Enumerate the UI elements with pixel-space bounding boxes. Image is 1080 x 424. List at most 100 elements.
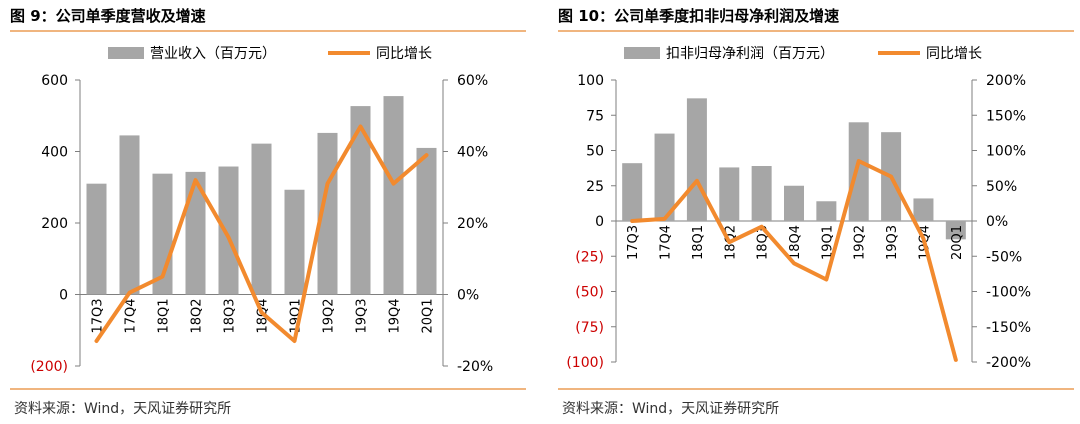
y-left-tick-label: 600 bbox=[41, 73, 68, 89]
bar-17Q3 bbox=[622, 163, 643, 221]
source-note: 资料来源：Wind，天风证券研究所 bbox=[14, 401, 232, 417]
legend: 营业收入（百万元） 同比增长 bbox=[108, 46, 432, 62]
source-note: 资料来源：Wind，天风证券研究所 bbox=[562, 401, 780, 417]
y-left-tick-label: 75 bbox=[586, 108, 604, 124]
growth-point-20Q1 bbox=[954, 358, 958, 362]
y-right-tick-label: 60% bbox=[457, 73, 488, 89]
y-left-tick-label: 50 bbox=[586, 144, 604, 160]
legend-line-label: 同比增长 bbox=[376, 46, 432, 62]
revenue-chart: 营业收入（百万元） 同比增长 (200) 0 200 400 600 -20% 0% 20% 40%… bbox=[30, 46, 493, 375]
growth-point-17Q3 bbox=[95, 339, 98, 343]
growth-point-18Q4 bbox=[260, 310, 263, 314]
growth-point-18Q4 bbox=[792, 261, 796, 265]
category-label: 19Q3 bbox=[355, 299, 370, 334]
y-left-tick-label: (25) bbox=[575, 249, 604, 265]
growth-point-17Q4 bbox=[128, 291, 131, 295]
growth-point-18Q2 bbox=[727, 240, 731, 244]
growth-point-19Q3 bbox=[359, 124, 362, 128]
legend-bar-swatch bbox=[624, 47, 660, 59]
category-label: 18Q1 bbox=[691, 225, 706, 260]
growth-point-18Q2 bbox=[194, 178, 197, 182]
y-right-tick-label: -100% bbox=[986, 285, 1031, 301]
category-label: 17Q3 bbox=[626, 225, 641, 260]
legend-bar-label: 营业收入（百万元） bbox=[150, 46, 276, 62]
growth-point-19Q2 bbox=[326, 182, 329, 186]
title-divider bbox=[558, 30, 1074, 32]
bar-20Q1 bbox=[945, 221, 966, 240]
source-divider bbox=[10, 388, 526, 390]
category-label: 19Q2 bbox=[853, 225, 868, 260]
category-label: 19Q1 bbox=[820, 225, 835, 260]
bar-18Q4 bbox=[784, 185, 804, 221]
growth-point-20Q1 bbox=[425, 153, 428, 157]
legend-line-label: 同比增长 bbox=[926, 46, 982, 62]
y-right-tick-label: 40% bbox=[457, 145, 488, 161]
growth-point-17Q4 bbox=[663, 217, 667, 221]
profit-chart: 扣非归母净利润（百万元） 同比增长 (100) (75) (50) (25) 0 25 50 75… bbox=[566, 45, 1031, 371]
source-divider bbox=[558, 388, 1074, 390]
category-label: 19Q3 bbox=[885, 225, 900, 260]
y-left-tick-label: 100 bbox=[577, 73, 604, 89]
legend: 扣非归母净利润（百万元） 同比增长 bbox=[624, 45, 982, 62]
bar-19Q1 bbox=[816, 201, 837, 221]
growth-point-19Q1 bbox=[824, 278, 828, 282]
category-label: 17Q4 bbox=[124, 299, 139, 334]
bar-18Q4 bbox=[251, 143, 272, 295]
y-left-tick-label: (50) bbox=[575, 285, 604, 301]
y-left-tick-label: (100) bbox=[566, 355, 604, 371]
growth-point-18Q1 bbox=[161, 275, 164, 279]
title-divider bbox=[10, 30, 526, 32]
y-right-tick-label: -200% bbox=[986, 355, 1031, 371]
bar-18Q1 bbox=[686, 98, 707, 221]
growth-point-19Q4 bbox=[921, 237, 925, 241]
y-right-tick-label: 20% bbox=[457, 216, 488, 232]
bar-18Q3 bbox=[751, 166, 772, 221]
category-label: 18Q4 bbox=[788, 225, 803, 260]
y-left-tick-label: 0 bbox=[595, 214, 604, 230]
y-left-tick-label: 200 bbox=[41, 216, 68, 232]
bar-18Q3 bbox=[218, 166, 239, 295]
category-label: 18Q2 bbox=[190, 299, 205, 334]
growth-point-19Q4 bbox=[392, 182, 395, 186]
y-right-tick-label: 50% bbox=[986, 179, 1017, 195]
category-label: 19Q4 bbox=[388, 299, 403, 334]
growth-point-19Q3 bbox=[889, 175, 893, 179]
bar-18Q2 bbox=[719, 167, 740, 221]
y-right-tick-label: 0% bbox=[457, 288, 479, 304]
category-label: 20Q1 bbox=[950, 225, 965, 260]
y-left-tick-label: (75) bbox=[575, 320, 604, 336]
category-label: 18Q3 bbox=[223, 299, 238, 334]
y-left-tick-label: 25 bbox=[586, 179, 604, 195]
bar-19Q2 bbox=[848, 122, 869, 221]
chart-panel-profit: 图 10：公司单季度扣非归母净利润及增速 扣非归母净利润（百万元） 同比增长 (10… bbox=[548, 0, 1080, 424]
figure-title: 图 9：公司单季度营收及增速 bbox=[10, 7, 206, 25]
category-label: 20Q1 bbox=[421, 299, 436, 334]
y-right-tick-label: -20% bbox=[457, 359, 493, 375]
bar-17Q4 bbox=[654, 133, 675, 221]
growth-point-18Q1 bbox=[695, 179, 699, 183]
growth-point-19Q1 bbox=[293, 339, 296, 343]
y-right-tick-label: 0% bbox=[986, 214, 1008, 230]
bar-19Q4 bbox=[913, 198, 934, 221]
category-label: 19Q2 bbox=[322, 299, 337, 334]
y-left-tick-label: (200) bbox=[30, 359, 68, 375]
category-label: 18Q1 bbox=[157, 299, 172, 334]
bar-19Q4 bbox=[383, 96, 404, 295]
bar-19Q3 bbox=[350, 106, 371, 295]
y-right-tick-label: 200% bbox=[986, 73, 1026, 89]
y-right-tick-label: -50% bbox=[986, 249, 1022, 265]
y-right-tick-label: -150% bbox=[986, 320, 1031, 336]
figure-title: 图 10：公司单季度扣非归母净利润及增速 bbox=[558, 7, 840, 25]
category-label: 17Q4 bbox=[659, 225, 674, 260]
y-left-tick-label: 400 bbox=[41, 145, 68, 161]
legend-bar-swatch bbox=[108, 47, 144, 59]
y-right-tick-label: 150% bbox=[986, 108, 1026, 124]
growth-point-17Q3 bbox=[630, 219, 634, 223]
bar-20Q1 bbox=[416, 147, 437, 295]
growth-point-18Q3 bbox=[227, 235, 230, 239]
bar-17Q4 bbox=[119, 135, 140, 295]
growth-point-18Q3 bbox=[760, 225, 764, 229]
bar-19Q1 bbox=[284, 189, 305, 295]
bar-17Q3 bbox=[86, 183, 107, 295]
growth-point-19Q2 bbox=[857, 159, 861, 163]
